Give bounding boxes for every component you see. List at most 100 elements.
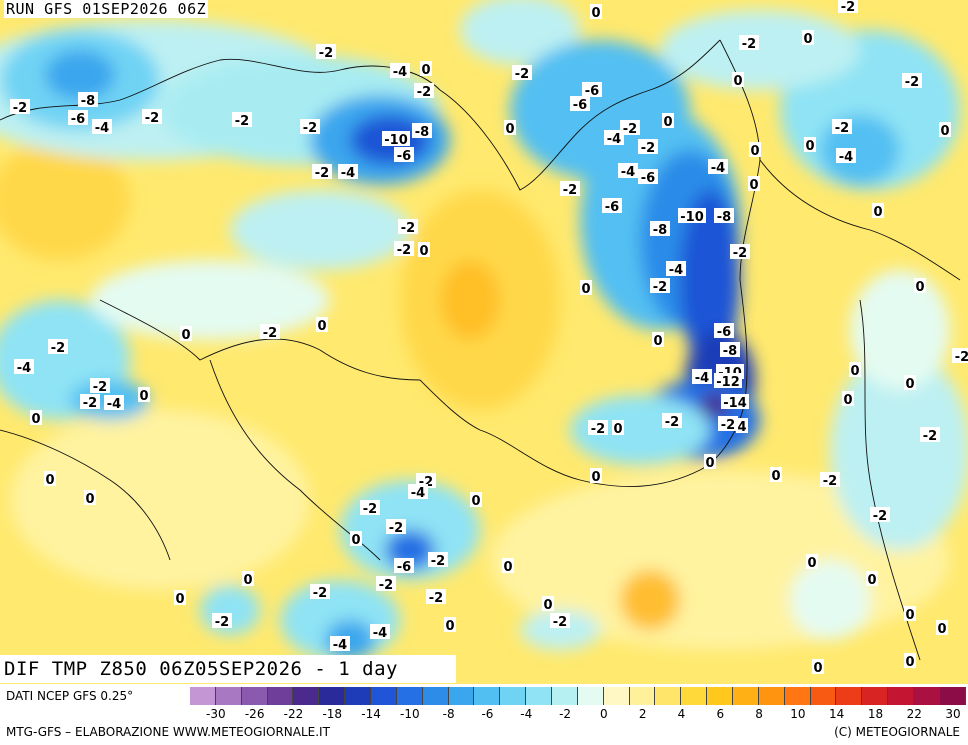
scale-swatch [939,687,966,705]
svg-text:-6: -6 [641,171,655,186]
contour-label: 0 [180,326,192,343]
svg-text:-2: -2 [401,221,415,236]
contour-label: 0 [542,596,554,613]
svg-text:-2: -2 [591,422,605,437]
contour-label: 0 [418,242,430,259]
scale-swatch [681,687,708,705]
contour-label: -2 [312,164,332,181]
contour-label: -2 [10,99,30,116]
scale-tick-label: 22 [906,707,922,721]
contour-label: -4 [666,261,686,278]
contour-label: 0 [590,468,602,485]
contour-label: -2 [512,65,532,82]
contour-label: 0 [502,558,514,575]
svg-text:-2: -2 [623,122,637,137]
contour-label: -2 [902,73,922,90]
svg-text:0: 0 [471,494,480,509]
scale-swatch [810,687,837,705]
svg-text:-2: -2 [429,591,443,606]
scale-swatch [655,687,682,705]
contour-label: 0 [936,620,948,637]
contour-label: -2 [550,613,570,630]
contour-label: -2 [838,0,858,15]
contour-label: -4 [370,624,390,641]
contour-label: -6 [602,198,622,215]
svg-text:0: 0 [803,32,812,47]
scale-swatch [267,687,294,705]
svg-text:0: 0 [813,661,822,676]
contour-label: 0 [812,659,824,676]
svg-text:-6: -6 [573,98,587,113]
contour-label: -4 [408,484,428,501]
scale-tick-label: 18 [867,707,884,721]
contour-label: -4 [692,369,712,386]
contour-label: 0 [704,454,716,471]
svg-text:-4: -4 [393,65,407,80]
contour-label: -2 [920,427,940,444]
contour-label: -8 [650,221,670,238]
scale-swatch [215,687,242,705]
scale-swatch [319,687,346,705]
scale-swatch [603,687,630,705]
contour-label: 0 [662,113,674,130]
svg-text:0: 0 [139,389,148,404]
svg-text:-2: -2 [873,509,887,524]
contour-label: 0 [138,387,150,404]
scale-tick-label: 30 [945,707,961,721]
contour-label: -4 [14,359,34,376]
contour-label: 0 [470,492,482,509]
data-source-label: DATI NCEP GFS 0.25° [6,689,134,703]
svg-text:-2: -2 [563,183,577,198]
contour-label: -14 [721,394,749,411]
scale-tick-label: -14 [361,707,381,721]
scale-swatch [500,687,527,705]
contour-label: 0 [914,278,926,295]
svg-text:-6: -6 [397,560,411,575]
svg-text:-2: -2 [83,396,97,411]
contour-label: 0 [804,137,816,154]
contour-label: -2 [820,472,840,489]
contour-label: -10 [678,208,706,225]
svg-text:0: 0 [181,328,190,343]
scale-tick-label: 8 [755,707,763,721]
contour-label: -2 [90,378,110,395]
svg-text:-6: -6 [717,325,731,340]
contour-label: -10 [382,131,410,148]
svg-text:-8: -8 [653,223,667,238]
svg-text:-6: -6 [605,200,619,215]
svg-text:-2: -2 [235,114,249,129]
contour-label: -2 [142,109,162,126]
svg-text:0: 0 [445,619,454,634]
svg-text:-2: -2 [835,121,849,136]
svg-text:-2: -2 [397,243,411,258]
scale-tick-label: -2 [559,707,572,721]
contour-label: -2 [588,420,608,437]
scale-tick-label: -8 [442,707,455,721]
svg-text:0: 0 [771,469,780,484]
scale-swatch [784,687,811,705]
svg-text:-4: -4 [411,486,425,501]
svg-text:-8: -8 [415,125,429,140]
svg-text:0: 0 [905,377,914,392]
contour-label: -2 [414,83,434,100]
svg-text:-4: -4 [17,361,31,376]
svg-text:-2: -2 [905,75,919,90]
svg-text:0: 0 [503,560,512,575]
svg-text:-2: -2 [379,578,393,593]
svg-text:0: 0 [749,178,758,193]
contour-label: -2 [650,278,670,295]
svg-text:-6: -6 [585,84,599,99]
svg-text:0: 0 [419,244,428,259]
svg-text:0: 0 [940,124,949,139]
scale-tick-label: 2 [638,707,647,721]
contour-label: -8 [78,92,98,109]
scale-swatch [577,687,604,705]
contour-label: -4 [836,148,856,165]
svg-text:-2: -2 [13,101,27,116]
svg-text:0: 0 [733,74,742,89]
svg-text:0: 0 [705,456,714,471]
contour-label: -6 [638,169,658,186]
svg-text:0: 0 [805,139,814,154]
contour-label: -2 [870,507,890,524]
contour-label: -4 [92,119,112,136]
